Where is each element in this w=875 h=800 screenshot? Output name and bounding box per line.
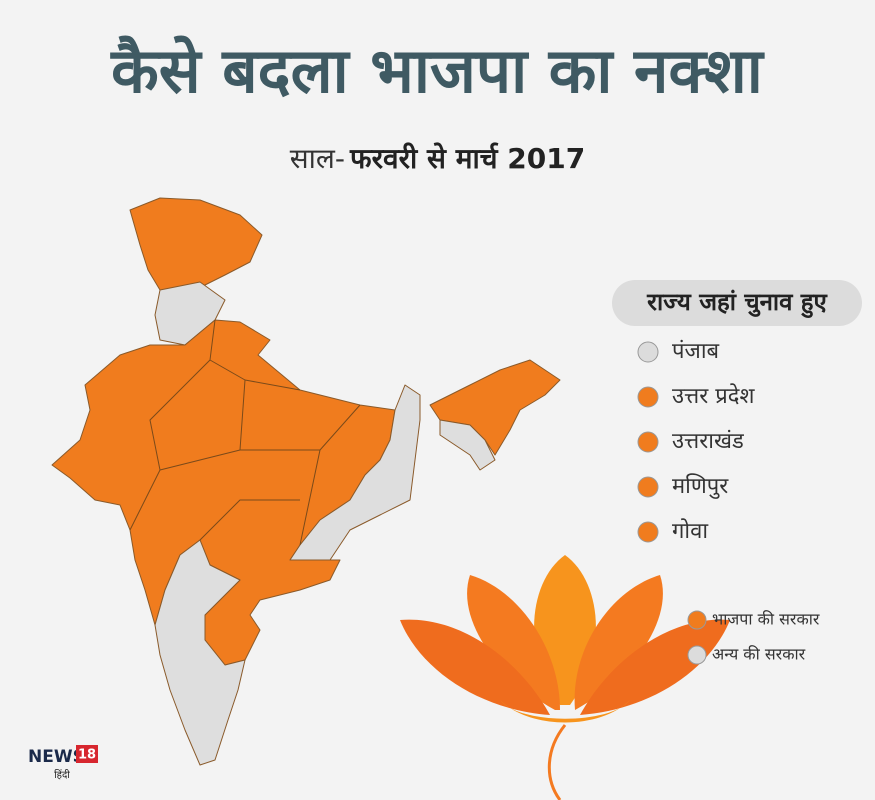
legend-label: उत्तराखंड bbox=[672, 429, 744, 454]
logo-number: 18 bbox=[78, 748, 96, 763]
key-label: भाजपा की सरकार bbox=[712, 610, 820, 629]
legend-label: मणिपुर bbox=[672, 473, 729, 499]
legend-states: पंजाब उत्तर प्रदेश उत्तराखंड मणिपुर गोवा bbox=[637, 339, 755, 544]
region-other bbox=[439, 419, 496, 471]
region-other bbox=[154, 539, 246, 766]
region-other bbox=[289, 384, 421, 561]
legend-title: राज्य जहां चुनाव हुए bbox=[646, 288, 828, 319]
lotus-petal bbox=[467, 575, 560, 710]
lotus bbox=[400, 555, 730, 800]
lotus-petal bbox=[574, 575, 663, 710]
legend-title-bg bbox=[612, 280, 862, 326]
key-swatch bbox=[687, 645, 707, 665]
lotus-petal bbox=[580, 619, 730, 715]
india-map bbox=[51, 197, 561, 766]
legend-label: पंजाब bbox=[672, 339, 720, 364]
key-label: अन्य की सरकार bbox=[712, 645, 806, 664]
region-bjp bbox=[129, 197, 263, 291]
legend-label: गोवा bbox=[672, 518, 708, 544]
legend-key: भाजपा की सरकार अन्य की सरकार bbox=[687, 610, 820, 665]
legend-swatch bbox=[637, 521, 659, 543]
subtitle-prefix: साल- bbox=[290, 142, 345, 175]
logo-language: हिंदी bbox=[54, 769, 70, 781]
state-border bbox=[129, 319, 361, 546]
legend-swatch bbox=[637, 386, 659, 408]
lotus-stem bbox=[547, 724, 567, 800]
lotus-base bbox=[500, 700, 630, 723]
region-bjp bbox=[51, 319, 396, 666]
legend-swatch bbox=[637, 431, 659, 453]
legend-swatch bbox=[637, 341, 659, 363]
legend-swatch bbox=[637, 476, 659, 498]
key-swatch bbox=[687, 610, 707, 630]
logo-brand: NEWS bbox=[28, 747, 85, 767]
subtitle: फरवरी से मार्च 2017 bbox=[349, 142, 585, 175]
legend-label: उत्तर प्रदेश bbox=[672, 383, 755, 409]
logo-badge bbox=[76, 745, 98, 763]
lotus-petal bbox=[400, 619, 550, 715]
title: कैसे बदला भाजपा का नक्शा bbox=[110, 34, 765, 107]
